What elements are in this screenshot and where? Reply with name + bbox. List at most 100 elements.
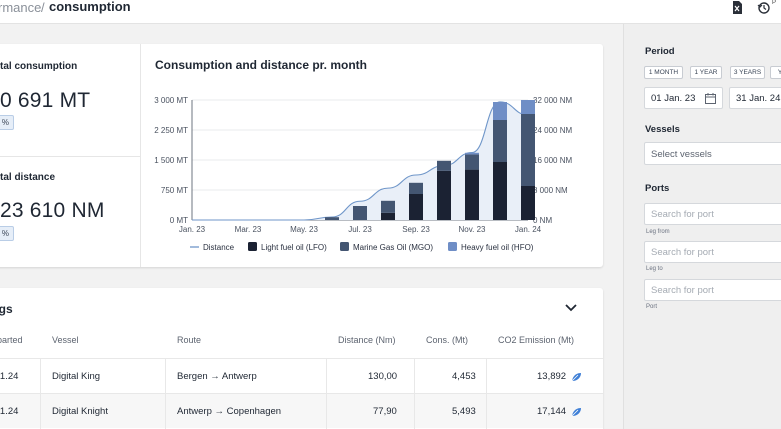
cell-vessel: Digital Knight: [52, 406, 108, 417]
x-tick-label: Jul. 23: [348, 225, 372, 234]
column-departed[interactable]: eparted: [0, 335, 23, 345]
excel-export-icon[interactable]: [730, 0, 744, 15]
legend-swatch: [448, 242, 457, 251]
table-row[interactable]: .01.24 Digital Knight Antwerp → Copenhag…: [0, 393, 603, 429]
legs-card: egs eparted Vessel Route Distance (Nm) C…: [0, 288, 603, 429]
bar-segment: [465, 152, 479, 155]
period-label: Period: [645, 46, 675, 57]
route-from: Antwerp: [177, 406, 212, 417]
period-ytd-button[interactable]: Y: [770, 66, 781, 79]
column-distance[interactable]: Distance (Nm): [338, 335, 396, 345]
bar-segment: [325, 217, 339, 220]
legend-label: Heavy fuel oil (HFO): [461, 243, 534, 252]
x-tick-label: May. 23: [290, 225, 318, 234]
column-vessel[interactable]: Vessel: [52, 335, 79, 345]
vessels-select[interactable]: Select vessels: [644, 142, 781, 165]
leg-to-port-input[interactable]: Search for port: [644, 241, 781, 263]
bar-segment: [521, 186, 535, 220]
x-tick-label: Mar. 23: [235, 225, 262, 234]
chevron-down-icon[interactable]: [564, 302, 578, 314]
date-from-input[interactable]: 01 Jan. 23: [644, 87, 723, 109]
route-arrow-icon: →: [210, 371, 220, 382]
y-tick-label-right: 32 000 NM: [533, 96, 572, 105]
cell-departed: .01.24: [0, 406, 19, 417]
cell-cons: 5,493: [452, 406, 476, 417]
x-tick-label: Nov. 23: [459, 225, 487, 234]
bar-segment: [521, 114, 535, 186]
y-tick-label-left: 0 MT: [170, 216, 188, 225]
total-consumption-value: 0 691 MT: [0, 89, 91, 112]
consumption-distance-chart: 0 MT 0 NM 750 MT 8 000 NM 1 500 MT 16 000 NM 2…: [154, 96, 572, 252]
cell-distance: 130,00: [368, 371, 398, 382]
cell-co2: 13,892: [537, 371, 567, 382]
legend-swatch: [340, 242, 349, 251]
route-to: Copenhagen: [226, 406, 282, 417]
x-tick-label: Jan. 23: [179, 225, 206, 234]
y-tick-label-right: 8 000 NM: [533, 186, 568, 195]
total-consumption-badge: - %: [0, 115, 14, 130]
stats-card: tal consumption 0 691 MT - % tal distanc…: [0, 44, 603, 267]
leg-from-port-input[interactable]: Search for port: [644, 203, 781, 225]
y-tick-label-left: 2 250 MT: [154, 126, 188, 135]
total-distance-badge: - %: [0, 226, 14, 241]
stats-divider: [0, 156, 140, 157]
table-row[interactable]: .01.24 Digital King Bergen → Antwerp 130…: [0, 358, 603, 394]
period-3-years-button[interactable]: 3 YEARS: [730, 66, 765, 79]
bar-segment: [437, 160, 451, 171]
port-input[interactable]: Search for port: [644, 279, 781, 301]
breadcrumb-separator: /: [41, 0, 45, 15]
legs-title: egs: [0, 302, 13, 316]
leaf-icon: [571, 408, 581, 417]
legend-label: Marine Gas Oil (MGO): [353, 243, 433, 252]
cell-departed: .01.24: [0, 371, 19, 382]
bar-segment: [409, 182, 423, 194]
y-tick-label-left: 1 500 MT: [154, 156, 188, 165]
date-to-value: 31 Jan. 24: [736, 93, 781, 104]
page-title: consumption: [49, 0, 131, 14]
date-to-input[interactable]: 31 Jan. 24: [729, 87, 781, 109]
bar-segment: [493, 102, 507, 120]
legend-label: Distance: [203, 243, 235, 252]
legend-label: Light fuel oil (LFO): [261, 243, 327, 252]
cell-vessel: Digital King: [52, 371, 101, 382]
x-tick-label: Sep. 23: [402, 225, 430, 234]
period-1-month-button[interactable]: 1 MONTH: [644, 66, 683, 79]
x-tick-label: Jan. 24: [515, 225, 542, 234]
filter-sidebar: Period 1 MONTH 1 YEAR 3 YEARS Y 01 Jan. …: [623, 24, 781, 429]
bar-segment: [521, 100, 535, 114]
bar-segment: [381, 200, 395, 213]
history-icon[interactable]: [757, 0, 771, 15]
calendar-icon[interactable]: [705, 93, 716, 104]
vessels-label: Vessels: [645, 124, 680, 135]
column-co2[interactable]: CO2 Emission (Mt): [498, 335, 575, 345]
leg-to-label: Leg to: [646, 266, 663, 272]
bar-segment: [353, 206, 367, 220]
y-tick-label-right: 16 000 NM: [533, 156, 572, 165]
cell-route: Antwerp → Copenhagen: [177, 406, 281, 417]
legend-swatch: [248, 242, 257, 251]
chart-title: Consumption and distance pr. month: [155, 58, 368, 72]
total-distance-value: 23 610 NM: [0, 199, 105, 222]
bar-segment: [437, 170, 451, 220]
ports-label: Ports: [645, 183, 670, 194]
column-cons[interactable]: Cons. (Mt): [426, 335, 469, 345]
y-tick-label-right: 0 NM: [533, 216, 552, 225]
breadcrumb-previous[interactable]: rmance: [0, 0, 42, 15]
column-route[interactable]: Route: [177, 335, 202, 345]
leaf-icon: [571, 373, 581, 382]
date-from-value: 01 Jan. 23: [651, 93, 696, 104]
total-distance-label: tal distance: [0, 172, 56, 183]
bar-segment: [493, 162, 507, 220]
port-label: Port: [646, 304, 658, 310]
y-tick-label-right: 24 000 NM: [533, 126, 572, 135]
cell-cons: 4,453: [452, 371, 476, 382]
leg-from-label: Leg from: [646, 229, 670, 235]
bar-segment: [465, 154, 479, 170]
y-tick-label-left: 750 MT: [161, 186, 188, 195]
route-to: Antwerp: [221, 371, 257, 382]
route-from: Bergen: [177, 371, 208, 382]
period-1-year-button[interactable]: 1 YEAR: [690, 66, 722, 79]
chart-divider: [140, 44, 141, 267]
header-small-text: P: [772, 0, 777, 6]
total-consumption-label: tal consumption: [0, 61, 78, 72]
